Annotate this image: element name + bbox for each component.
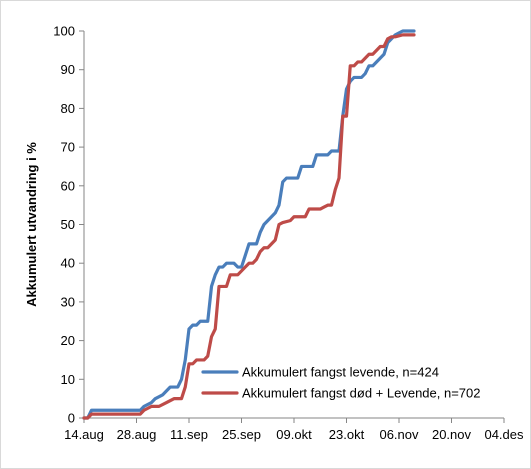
- y-tick-label: 90: [61, 62, 75, 77]
- y-tick-label: 10: [61, 372, 75, 387]
- x-tick-label: 04.des: [484, 427, 524, 442]
- legend-label-2: Akkumulert fangst død + Levende, n=702: [242, 386, 481, 401]
- y-tick-label: 60: [61, 178, 75, 193]
- x-tick-label: 28.aug: [117, 427, 157, 442]
- y-tick-label: 40: [61, 256, 75, 271]
- y-tick-label: 80: [61, 101, 75, 116]
- axes: [79, 30, 505, 423]
- x-tick-label: 25.sep: [222, 427, 261, 442]
- x-tick-label: 06.nov: [379, 427, 419, 442]
- x-tick-label: 14.aug: [64, 427, 104, 442]
- y-tick-label: 70: [61, 140, 75, 155]
- series-line-2: [82, 33, 416, 420]
- x-tick-label: 11.sep: [170, 427, 208, 442]
- series-layer: [82, 29, 416, 420]
- y-tick-label: 100: [53, 24, 75, 39]
- y-tick-label: 20: [61, 333, 75, 348]
- tick-labels: 0 10 20 30 40 50 60 70 80 90 100 14.aug 28.aug 11.sep…: [53, 24, 524, 443]
- legend: Akkumulert fangst levende, n=424 Akkumule…: [201, 365, 481, 401]
- x-tick-label: 09.okt: [276, 427, 312, 442]
- y-axis-title: Akkumulert utvandring i %: [24, 142, 39, 307]
- x-tick-label: 23.okt: [329, 427, 365, 442]
- x-tick-label: 20.nov: [432, 427, 472, 442]
- series-line-1: [82, 29, 416, 420]
- y-tick-label: 50: [61, 217, 75, 232]
- y-tick-label: 30: [61, 294, 75, 309]
- legend-label-1: Akkumulert fangst levende, n=424: [242, 365, 439, 380]
- y-tick-label: 0: [68, 411, 75, 426]
